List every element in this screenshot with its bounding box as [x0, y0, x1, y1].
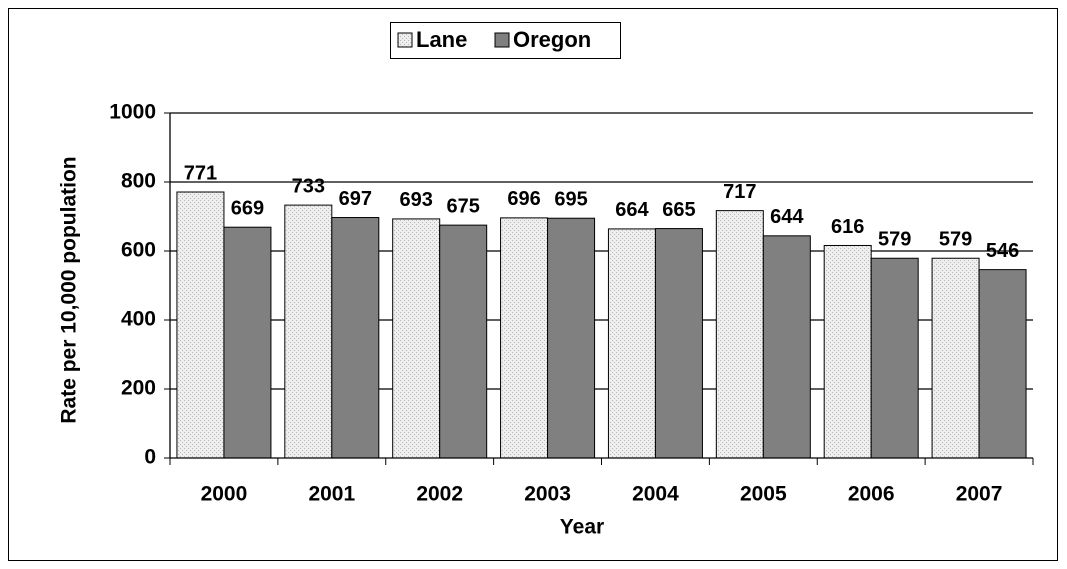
x-tick-label: 2004 [632, 483, 679, 506]
y-tick-label: 0 [144, 446, 156, 469]
data-label: 546 [986, 240, 1019, 262]
legend-label: Lane [416, 27, 467, 52]
y-axis-title: Rate per 10,000 population [58, 156, 81, 423]
y-tick-label: 800 [121, 170, 156, 193]
y-tick-label: 200 [121, 377, 156, 400]
data-label: 695 [554, 189, 587, 211]
data-label: 664 [615, 199, 649, 221]
bar [931, 257, 980, 459]
bar [392, 218, 441, 459]
x-tick-label: 2006 [848, 483, 895, 506]
bar [715, 210, 764, 459]
x-tick-label: 2000 [201, 483, 248, 506]
bar [978, 269, 1027, 459]
data-label: 696 [507, 188, 540, 210]
data-label: 693 [400, 189, 433, 211]
bar [176, 191, 225, 459]
data-label: 616 [831, 216, 864, 238]
x-tick-label: 2002 [416, 483, 463, 506]
data-label: 733 [292, 175, 325, 197]
bar [223, 226, 272, 459]
legend-swatch [494, 32, 510, 48]
data-label: 771 [184, 162, 217, 184]
x-tick-label: 2007 [956, 483, 1003, 506]
data-label: 669 [231, 197, 264, 219]
bar [654, 228, 703, 459]
y-tick-label: 400 [121, 308, 156, 331]
bar [500, 217, 549, 459]
bar [823, 244, 872, 459]
legend-box [390, 22, 621, 59]
bar [762, 235, 811, 459]
data-label: 675 [447, 195, 480, 217]
x-tick-label: 2005 [740, 483, 787, 506]
x-tick-label: 2001 [308, 483, 355, 506]
x-tick-label: 2003 [524, 483, 571, 506]
bar [607, 228, 656, 459]
data-label: 579 [878, 229, 911, 251]
y-tick-label: 1000 [109, 101, 156, 124]
y-tick-label: 600 [121, 239, 156, 262]
data-label: 665 [662, 199, 695, 221]
bar [547, 217, 596, 459]
bar [284, 204, 333, 459]
legend-swatch [397, 32, 413, 48]
bar [439, 224, 488, 459]
data-label: 697 [339, 188, 372, 210]
bar [870, 257, 919, 459]
bar [331, 217, 380, 459]
data-label: 717 [723, 181, 756, 203]
legend-label: Oregon [513, 27, 591, 52]
data-label: 579 [939, 229, 972, 251]
x-axis-title: Year [560, 516, 604, 539]
data-label: 644 [770, 206, 804, 228]
